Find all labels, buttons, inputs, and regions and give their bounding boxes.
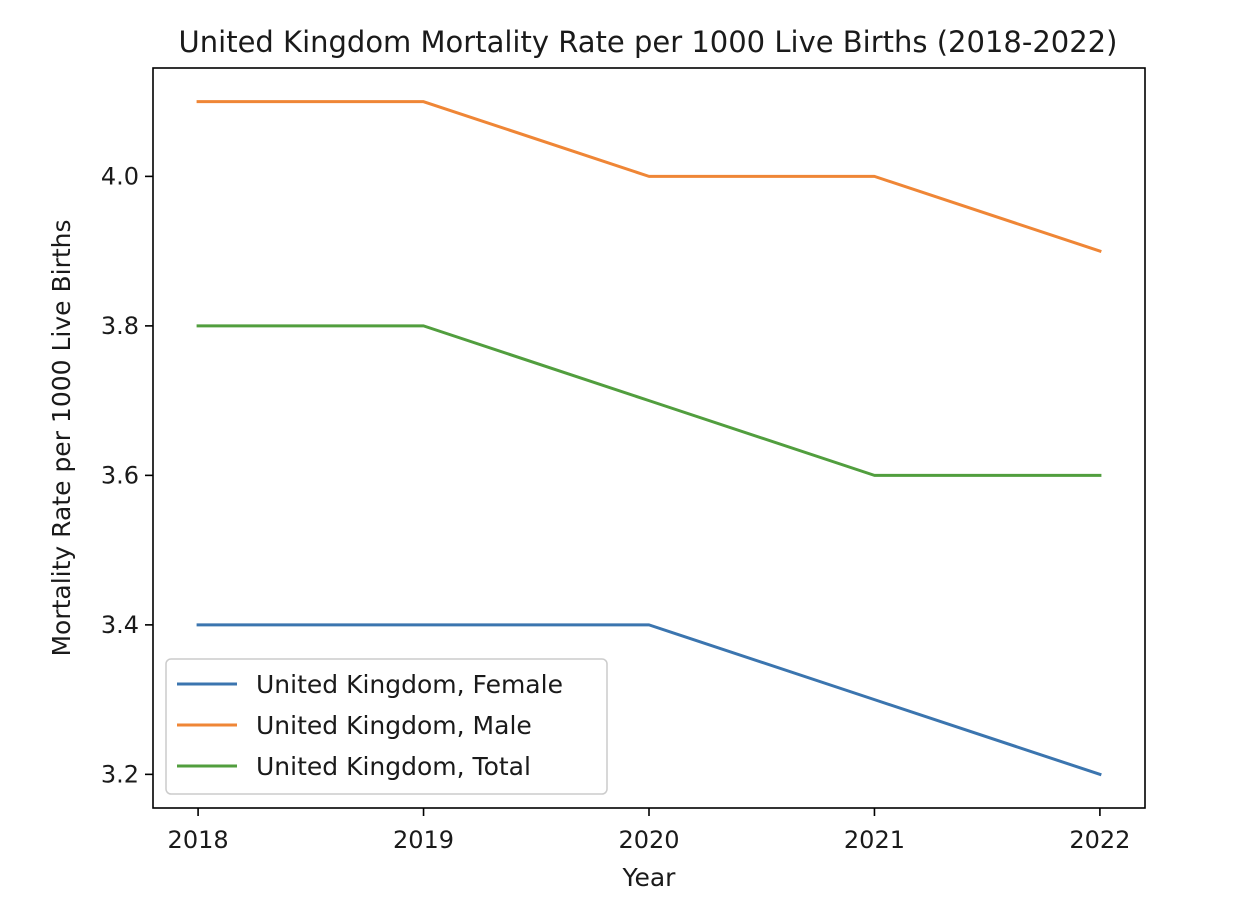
legend-frame <box>165 658 608 795</box>
legend-label-2: United Kingdom, Total <box>256 752 531 781</box>
x-axis-label: Year <box>622 863 677 892</box>
series-layer <box>196 100 1102 777</box>
x-tick-label: 2021 <box>844 826 905 854</box>
y-tick-label: 3.4 <box>101 611 139 639</box>
legend-label-1: United Kingdom, Male <box>256 711 532 740</box>
x-axis-ticks: 2018 2019 2020 2021 2022 <box>168 808 1130 854</box>
x-tick-label: 2022 <box>1069 826 1130 854</box>
x-tick-label: 2019 <box>393 826 454 854</box>
y-tick-label: 3.8 <box>101 312 139 340</box>
series-line-0 <box>196 623 1102 777</box>
series-line-1 <box>196 100 1102 254</box>
x-tick-label: 2020 <box>618 826 679 854</box>
y-tick-label: 4.0 <box>101 162 139 190</box>
y-tick-label: 3.6 <box>101 461 139 489</box>
y-axis-ticks: 3.2 3.4 3.6 3.8 4.0 <box>101 162 153 788</box>
x-tick-label: 2018 <box>168 826 229 854</box>
legend-label-0: United Kingdom, Female <box>256 670 563 699</box>
y-tick-label: 3.2 <box>101 760 139 788</box>
y-axis-label: Mortality Rate per 1000 Live Births <box>47 219 76 656</box>
legend: United Kingdom, Female United Kingdom, Ma… <box>165 658 608 795</box>
series-line-2 <box>196 324 1102 477</box>
chart-title: United Kingdom Mortality Rate per 1000 L… <box>179 25 1118 59</box>
